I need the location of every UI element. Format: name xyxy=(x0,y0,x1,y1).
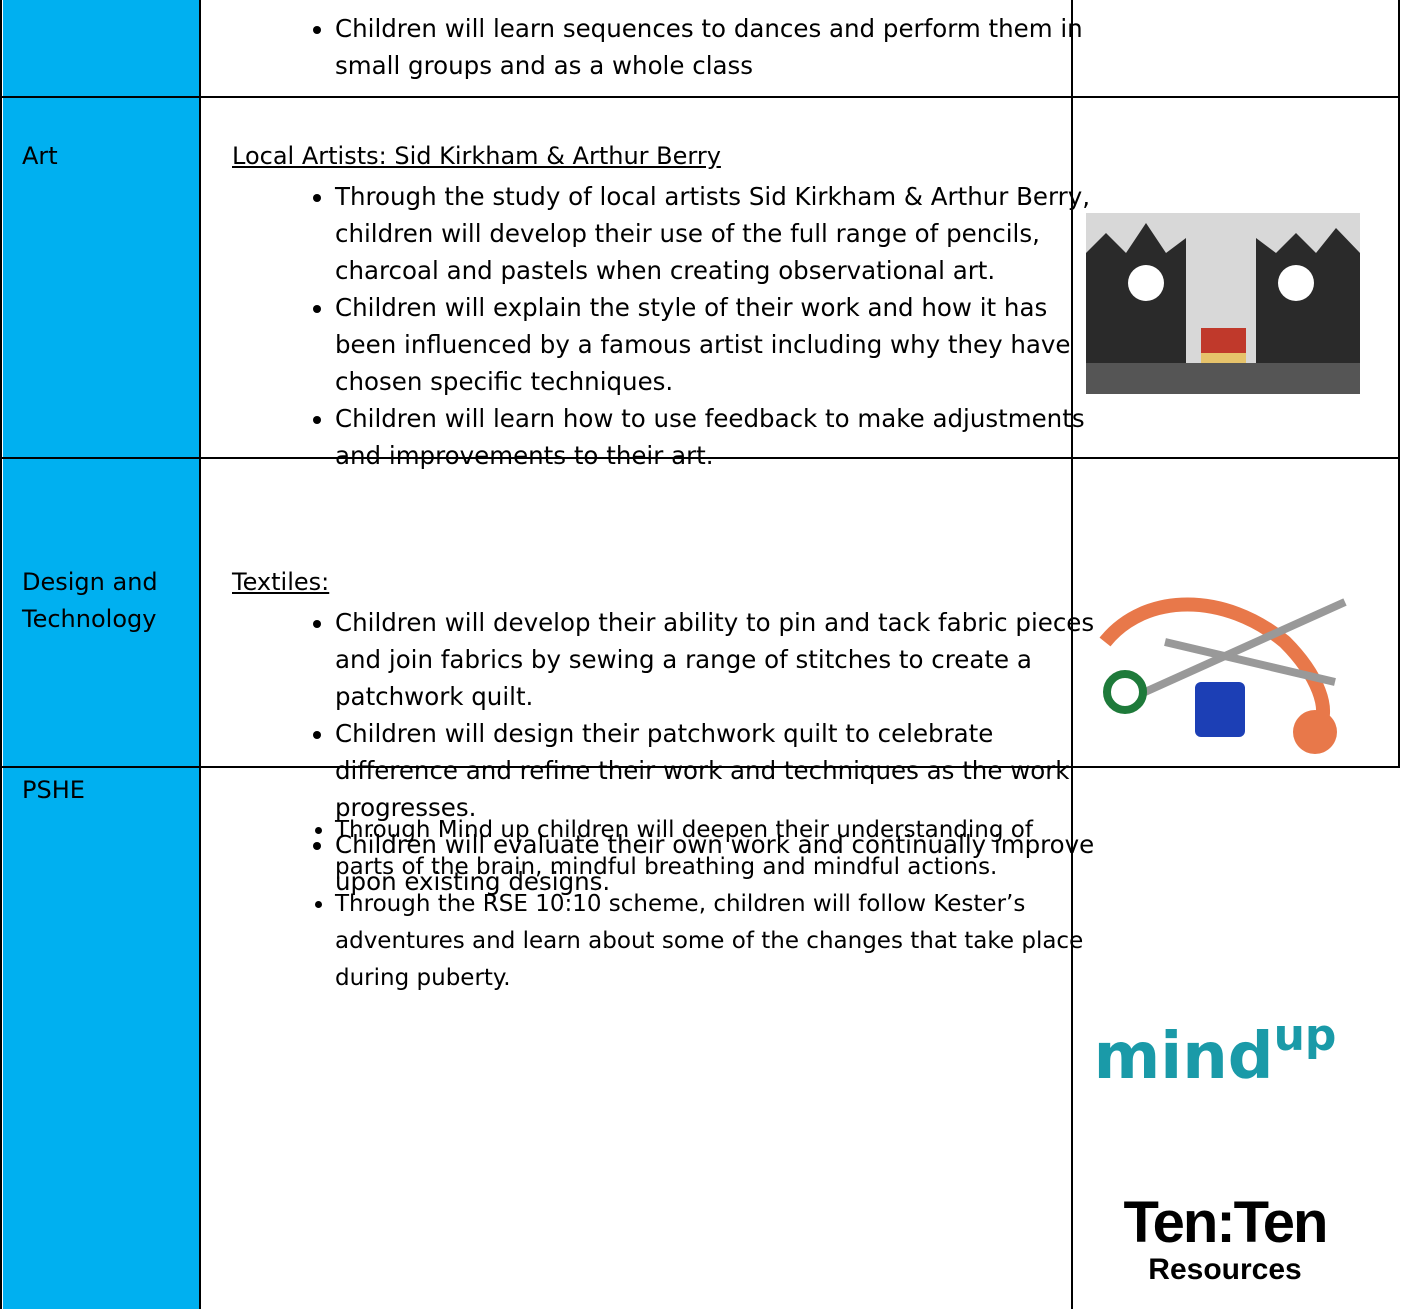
bullet: Children will explain the style of their… xyxy=(335,289,1095,400)
bullet: Children will learn sequences to dances … xyxy=(335,10,1095,84)
bullet: Children will develop their ability to p… xyxy=(335,604,1095,715)
bullet-list: Through Mind up children will deepen the… xyxy=(290,812,1095,997)
painting xyxy=(1086,213,1360,394)
bullet: Through the RSE 10:10 scheme, children w… xyxy=(335,886,1095,997)
logo-text: up xyxy=(1273,1010,1337,1061)
mindup-logo: mindup xyxy=(1090,1010,1340,1094)
bullet: Children will evaluate their own work an… xyxy=(335,826,1095,900)
border xyxy=(199,0,201,1309)
border xyxy=(0,96,1400,98)
bullet-list: Children will learn sequences to dances … xyxy=(290,10,1095,84)
heading: Local Artists: Sid Kirkham & Arthur Berr… xyxy=(232,142,721,170)
bullet: Children will design their patchwork qui… xyxy=(335,715,1095,826)
border xyxy=(1071,0,1073,1309)
bullet: Through the study of local artists Sid K… xyxy=(335,178,1095,289)
logo-text: mind xyxy=(1093,1020,1274,1094)
subject: PSHE xyxy=(22,776,85,804)
bullet: Through Mind up children will deepen the… xyxy=(335,812,1095,886)
heading: Textiles: xyxy=(232,568,330,596)
logo-text: Resources xyxy=(1148,1253,1302,1286)
subject: Design and Technology xyxy=(22,568,158,633)
border xyxy=(0,0,2,1309)
bullet-list: Children will develop their ability to p… xyxy=(290,604,1095,900)
subject: Art xyxy=(22,142,58,170)
subject-column xyxy=(3,0,200,1309)
bullet-list: Through the study of local artists Sid K… xyxy=(290,178,1095,474)
logo-text: Ten:Ten xyxy=(1123,1190,1329,1255)
border xyxy=(0,457,1400,459)
border xyxy=(0,766,1400,768)
sewing-clipart xyxy=(1099,597,1347,754)
bullet: Children will learn how to use feedback … xyxy=(335,400,1095,474)
tenten-logo: Ten:Ten Resources xyxy=(1100,1192,1350,1286)
border xyxy=(1398,0,1400,767)
